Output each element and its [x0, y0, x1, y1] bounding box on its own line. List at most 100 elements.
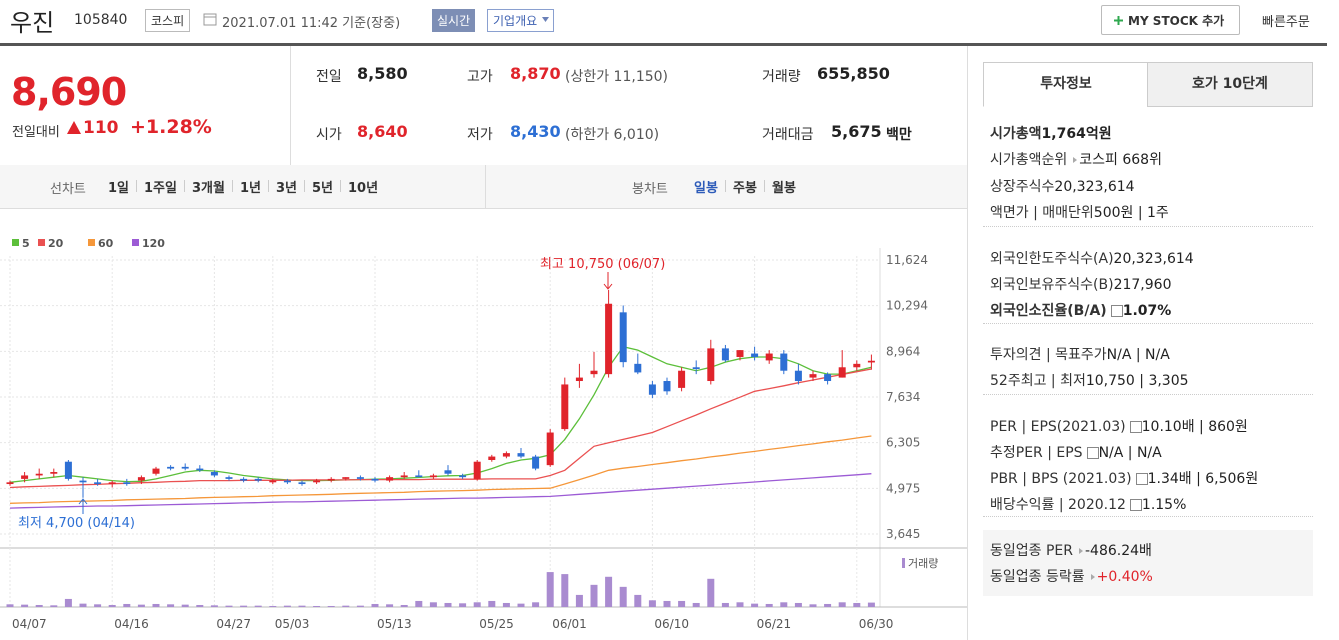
- volume-bar: [605, 576, 613, 607]
- dropdown-caret: [542, 17, 550, 22]
- candle-body: [152, 468, 160, 474]
- volume-bar: [853, 602, 861, 607]
- volume-bar: [867, 602, 875, 607]
- help-icon[interactable]: [1129, 421, 1142, 433]
- volume-bar: [751, 603, 759, 607]
- candle-body: [517, 453, 525, 457]
- candle-body: [707, 348, 715, 382]
- volume-bar: [64, 598, 72, 607]
- row-value: N/A | N/A: [1106, 347, 1170, 363]
- moving-average-line: [9, 435, 872, 504]
- quote-box: 8,690 전일대비 110 +1.28% 전일 8,580 고가 8,870 (상한가…: [0, 46, 967, 166]
- legend-swatch: [38, 239, 45, 246]
- candle-body: [6, 482, 14, 485]
- candle-body: [254, 478, 262, 481]
- candle-body: [210, 472, 218, 476]
- help-icon[interactable]: [1129, 499, 1142, 511]
- period-button[interactable]: 5년: [312, 181, 334, 196]
- overview-dropdown[interactable]: 기업개요: [487, 9, 555, 32]
- panel-tab[interactable]: 호가 10단계: [1147, 62, 1313, 107]
- separator: [304, 180, 305, 192]
- volume-bar: [327, 605, 335, 607]
- panel-tab[interactable]: 투자정보: [983, 62, 1149, 107]
- row-value: 10.10배 | 860원: [1141, 419, 1248, 435]
- candle-body: [35, 473, 43, 476]
- volume-bar: [254, 605, 262, 607]
- row-label: 외국인보유주식수(B): [990, 277, 1114, 293]
- row-label: PER | EPS(2021.03): [990, 419, 1126, 435]
- volume-bar: [488, 600, 496, 607]
- volume-bar: [459, 603, 467, 607]
- candle-body: [313, 480, 321, 483]
- plus-icon: [1114, 16, 1123, 25]
- volume-bar: [824, 603, 832, 607]
- stat-label: 거래대금: [762, 127, 814, 143]
- more-arrow[interactable]: [1077, 547, 1085, 555]
- mystock-button[interactable]: MY STOCK 추가: [1101, 5, 1240, 35]
- candle-body: [167, 466, 175, 469]
- candle-body: [327, 478, 335, 481]
- period-button[interactable]: 1일: [108, 181, 130, 196]
- volume-bar: [356, 605, 364, 607]
- info-row: 시가총액1,764억원: [990, 123, 1304, 145]
- help-icon[interactable]: [1110, 305, 1123, 317]
- period-button[interactable]: 1년: [240, 181, 262, 196]
- help-icon[interactable]: [1135, 473, 1148, 485]
- candle-body: [488, 456, 496, 460]
- candle-body: [444, 470, 452, 474]
- period-button[interactable]: 10년: [348, 181, 379, 196]
- stat-label: 시가: [316, 127, 342, 143]
- candle-body: [678, 370, 686, 388]
- stock-name: 우진: [10, 9, 55, 37]
- change-value: 110: [83, 118, 119, 138]
- volume-bar: [444, 602, 452, 607]
- stat-value: 8,640: [357, 122, 408, 141]
- period-button[interactable]: 1주일: [144, 181, 177, 196]
- help-icon[interactable]: [1086, 447, 1099, 459]
- candle-period-button[interactable]: 월봉: [772, 181, 796, 196]
- section-rule: [983, 516, 1313, 517]
- volume-bar: [663, 600, 671, 607]
- info-row: 외국인보유주식수(B)217,960: [990, 274, 1304, 296]
- row-label: 투자의견 | 목표주가: [990, 347, 1107, 363]
- candle-body: [240, 478, 248, 481]
- toolbar: 선차트 1일 1주일 3개월 1년 3년 5년 10년 봉차트 일봉 주봉 월봉: [0, 165, 967, 209]
- legend-swatch: [88, 239, 95, 246]
- row-label: 추정PER | EPS: [990, 445, 1083, 461]
- candle-chart-label: 봉차트: [632, 182, 668, 197]
- candle-body: [94, 482, 102, 485]
- low-arrow: [78, 498, 88, 514]
- more-arrow[interactable]: [1089, 573, 1097, 581]
- candle-body: [356, 477, 364, 479]
- candle-body: [824, 374, 832, 382]
- x-tick-label: 05/25: [479, 617, 514, 631]
- candle-body: [809, 374, 817, 378]
- legend-label: 20: [48, 237, 64, 250]
- candle-body: [50, 472, 58, 474]
- more-arrow[interactable]: [1071, 156, 1079, 164]
- row-value: 10,750 | 3,305: [1085, 373, 1189, 389]
- realtime-badge[interactable]: 실시간: [432, 9, 476, 32]
- volume-bar: [692, 602, 700, 607]
- y-tick-label: 11,624: [886, 253, 928, 267]
- up-arrow: [67, 121, 81, 134]
- candle-body: [64, 461, 72, 479]
- x-tick-label: 05/03: [275, 617, 310, 631]
- candle-period-button[interactable]: 일봉: [694, 181, 718, 196]
- peer-box: [983, 530, 1313, 596]
- period-button[interactable]: 3개월: [192, 181, 225, 196]
- row-label: 상장주식수: [990, 179, 1055, 195]
- row-value: 1.34배 | 6,506원: [1147, 471, 1259, 487]
- y-tick-label: 10,294: [886, 299, 928, 313]
- stat-value: 8,430: [510, 122, 561, 141]
- legend-label: 120: [142, 237, 165, 250]
- candle-period-button[interactable]: 주봉: [733, 181, 757, 196]
- candle-body: [386, 477, 394, 481]
- volume-bar: [50, 605, 58, 607]
- section-rule: [983, 226, 1313, 227]
- separator: [764, 180, 765, 192]
- y-tick-label: 3,645: [886, 527, 920, 541]
- quick-order[interactable]: 빠른주문: [1262, 15, 1310, 30]
- period-button[interactable]: 3년: [276, 181, 298, 196]
